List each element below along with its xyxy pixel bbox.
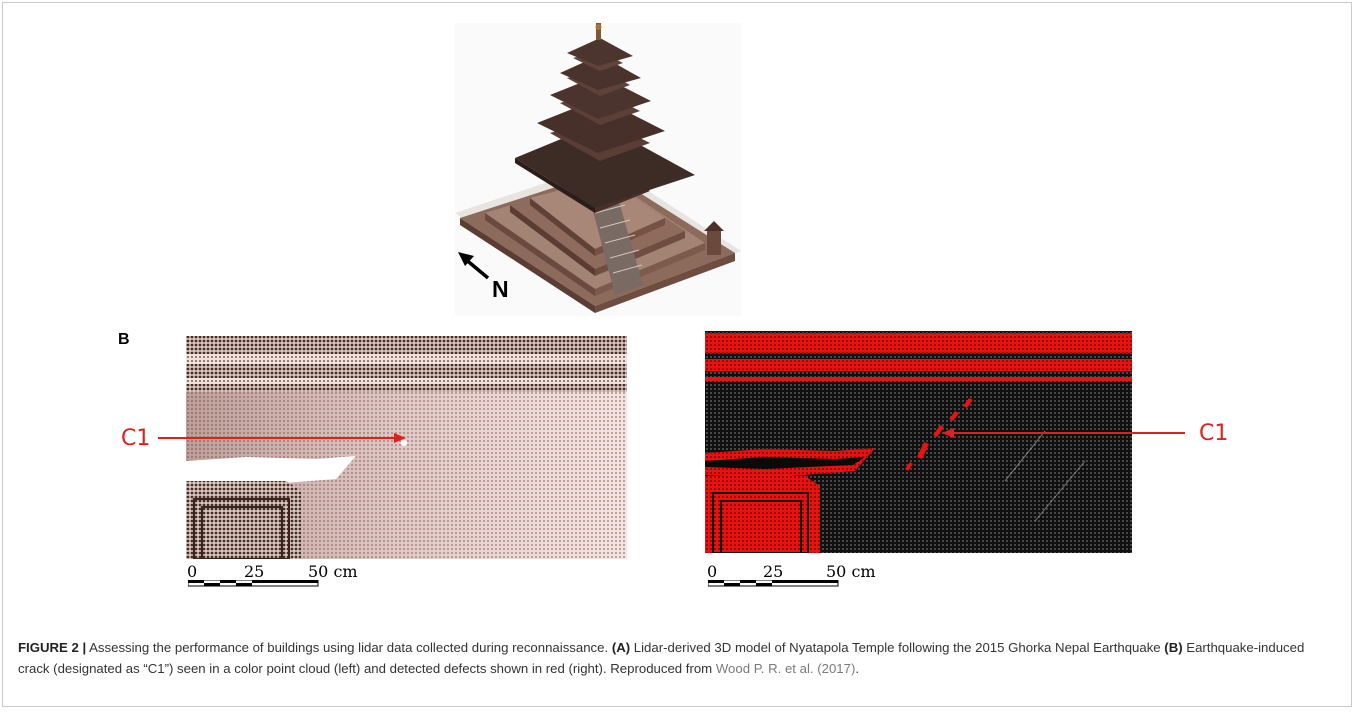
caption-text-2: Lidar-derived 3D model of Nyatapola Temp… (630, 640, 1165, 655)
scale-bar-right (708, 580, 839, 587)
scale-25-right: 25 (763, 562, 784, 581)
north-label: N (492, 276, 509, 302)
scale-25-left: 25 (244, 562, 265, 581)
crack-label-left: C1 (121, 426, 151, 451)
caption-text-1: Assessing the performance of buildings u… (86, 640, 612, 655)
crack-arrow-right (942, 428, 1185, 438)
figure-caption: FIGURE 2 | Assessing the performance of … (18, 637, 1338, 679)
scale-zero-left: 0 (187, 562, 198, 581)
scale-50-right: 50 cm (826, 562, 876, 581)
defect-detection-point-cloud-image (705, 331, 1132, 553)
temple-3d-model-image (455, 23, 741, 316)
scale-bar-left (188, 580, 319, 587)
caption-a-marker: (A) (611, 640, 631, 655)
figure-number: FIGURE 2 | (18, 640, 87, 655)
color-point-cloud-image (186, 331, 627, 559)
panel-b-label: B (118, 331, 130, 348)
crack-arrow-left (158, 433, 406, 443)
reference-link[interactable]: Wood P. R. et al. (2017) (715, 661, 856, 676)
scale-50-left: 50 cm (308, 562, 358, 581)
scale-zero-right: 0 (707, 562, 718, 581)
crack-label-right: C1 (1199, 421, 1229, 446)
caption-text-3: Earthquake-induced crack (designated as … (18, 640, 1305, 676)
caption-b-marker: (B) (1164, 640, 1183, 655)
caption-text-4: . (855, 661, 860, 676)
